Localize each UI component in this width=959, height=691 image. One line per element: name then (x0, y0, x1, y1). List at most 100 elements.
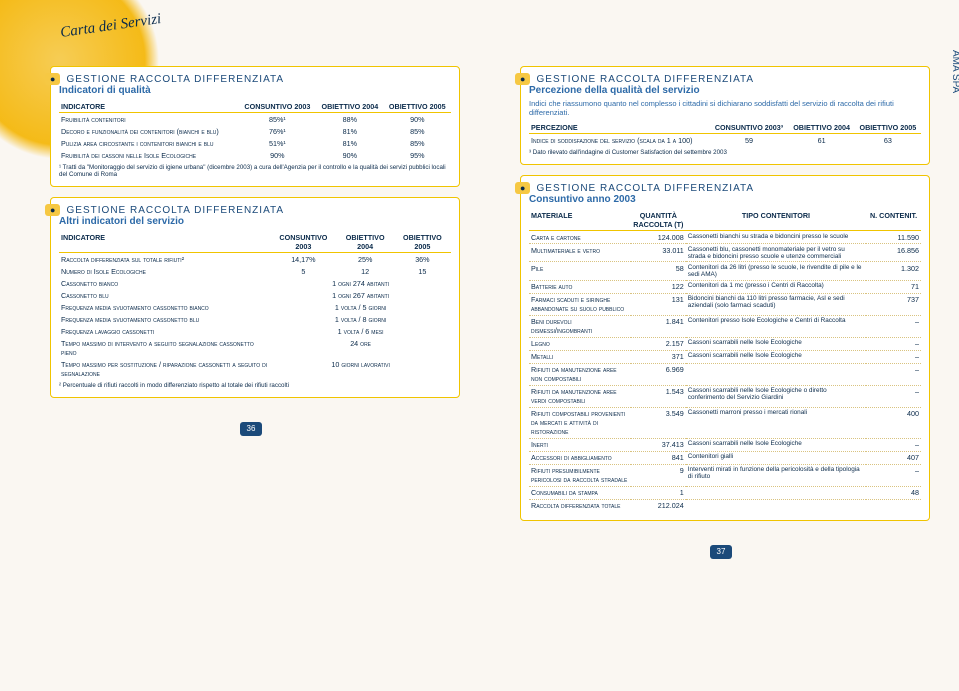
table-row: Decoro e funzionalità dei contenitori (b… (59, 125, 451, 137)
table-row: Beni durevoli dismessi/ingombranti1.841C… (529, 315, 921, 337)
table-indicatori-qualita: INDICATORE CONSUNTIVO 2003 OBIETTIVO 200… (59, 100, 451, 161)
cell: Decoro e funzionalità dei contenitori (b… (59, 125, 239, 137)
cell: Cassonetti marroni presso i mercati rion… (686, 407, 866, 438)
cell: Carta e cartone (529, 231, 631, 244)
col: N. CONTENIT. (866, 209, 921, 231)
cell: 81% (316, 125, 383, 137)
box1-footnote: ¹ Tratti da "Monitoraggio del servizio d… (59, 164, 451, 178)
cell: Consumabili da stampa (529, 486, 631, 499)
cell (686, 499, 866, 512)
table-row: Rifiuti presumibilmente pericolosi da ra… (529, 464, 921, 486)
cell: Contenitori presso Isole Ecologiche e Ce… (686, 315, 866, 337)
col: INDICATORE (59, 100, 239, 113)
table-row: Batterie auto122Contenitori da 1 mc (pre… (529, 280, 921, 293)
cell: Pile (529, 262, 631, 280)
cell: 1.543 (631, 385, 686, 407)
cell: 76%¹ (239, 125, 317, 137)
box-percezione: ● GESTIONE RACCOLTA DIFFERENZIATA Percez… (520, 66, 930, 165)
cell (866, 499, 921, 512)
col: OBIETTIVO 2004 (337, 231, 394, 253)
cell: Frequenza media svuotamento cassonetto b… (59, 313, 270, 325)
box2-footnote: ² Percentuale di rifiuti raccolti in mod… (59, 382, 451, 389)
cell: 12 (337, 265, 394, 277)
table-row: Tempo massimo per sostituzione / riparaz… (59, 358, 451, 379)
cell: 6.969 (631, 363, 686, 385)
table-row: Legno2.157Cassoni scarrabili nelle Isole… (529, 337, 921, 350)
table-row: Fruibilità dei cassoni nelle Isole Ecolo… (59, 149, 451, 161)
cell: – (866, 337, 921, 350)
cell: Contenitori da 26 litri (presso le scuol… (686, 262, 866, 280)
table-row: Consumabili da stampa148 (529, 486, 921, 499)
table-row: Rifiuti da manutenzione aree non compost… (529, 363, 921, 385)
cell: 407 (866, 451, 921, 464)
cell: 1.841 (631, 315, 686, 337)
page-right: ● GESTIONE RACCOLTA DIFFERENZIATA Percez… (510, 60, 940, 565)
table-consuntivo: MATERIALE QUANTITÀ RACCOLTA (T) TIPO CON… (529, 209, 921, 511)
cell: 51%¹ (239, 137, 317, 149)
cell: – (866, 464, 921, 486)
box3-subtitle: Percezione della qualità del servizio (529, 85, 921, 96)
cell: 1.302 (866, 262, 921, 280)
table-row: Pile58Contenitori da 26 litri (presso le… (529, 262, 921, 280)
box4-subtitle: Consuntivo anno 2003 (529, 194, 921, 205)
cell: 5 (270, 265, 336, 277)
cell: Fruibilità dei cassoni nelle Isole Ecolo… (59, 149, 239, 161)
col: CONSUNTIVO 2003³ (710, 121, 789, 134)
table-row: Multimateriale e vetro33.011Cassonetti b… (529, 244, 921, 262)
page-number-right: 37 (710, 545, 732, 559)
col: QUANTITÀ RACCOLTA (T) (631, 209, 686, 231)
badge-icon: ● (45, 73, 60, 85)
cell: 124.008 (631, 231, 686, 244)
table-row: Frequenza media svuotamento cassonetto b… (59, 301, 451, 313)
badge-icon: ● (45, 204, 60, 216)
section-title: GESTIONE RACCOLTA DIFFERENZIATA (67, 205, 285, 216)
box-indicatori-qualita: ● GESTIONE RACCOLTA DIFFERENZIATA Indica… (50, 66, 460, 187)
cell: 2.157 (631, 337, 686, 350)
cell: 48 (866, 486, 921, 499)
cell: Raccolta differenziata sul totale rifiut… (59, 253, 270, 266)
cell: 81% (316, 137, 383, 149)
cell: 1 volta / 6 mesi (270, 325, 451, 337)
cell: – (866, 315, 921, 337)
section-title: GESTIONE RACCOLTA DIFFERENZIATA (537, 74, 755, 85)
cell: Farmaci scaduti e siringhe abbandonate s… (529, 293, 631, 315)
cell: 371 (631, 350, 686, 363)
box-consuntivo-2003: ● GESTIONE RACCOLTA DIFFERENZIATA Consun… (520, 175, 930, 520)
cell: 122 (631, 280, 686, 293)
table-row: Carta e cartone124.008Cassonetti bianchi… (529, 231, 921, 244)
cell: 16.856 (866, 244, 921, 262)
cell: Cassoni scarrabili nelle Isole Ecologich… (686, 350, 866, 363)
badge-icon: ● (515, 73, 530, 85)
table-row: Cassonetto blu1 ogni 267 abitanti (59, 289, 451, 301)
col: TIPO CONTENITORI (686, 209, 866, 231)
cell: 33.011 (631, 244, 686, 262)
cell: Frequenza media svuotamento cassonetto b… (59, 301, 270, 313)
cell: Rifiuti da manutenzione aree verdi compo… (529, 385, 631, 407)
col: INDICATORE (59, 231, 270, 253)
cell: Pulizia area circostante i contenitori b… (59, 137, 239, 149)
cell: 25% (337, 253, 394, 266)
section-title: GESTIONE RACCOLTA DIFFERENZIATA (537, 183, 755, 194)
cell: 36% (394, 253, 451, 266)
cell: 71 (866, 280, 921, 293)
col: OBIETTIVO 2005 (384, 100, 451, 113)
table-row: Raccolta differenziata totale212.024 (529, 499, 921, 512)
badge-icon: ● (515, 182, 530, 194)
cell: 85% (384, 137, 451, 149)
cell: Cassonetti blu, cassonetti monomateriale… (686, 244, 866, 262)
cell: 24 ore (270, 337, 451, 358)
col: CONSUNTIVO 2003 (239, 100, 317, 113)
cell: 85%¹ (239, 113, 317, 126)
box2-subtitle: Altri indicatori del servizio (59, 216, 451, 227)
cell: Cassonetto bianco (59, 277, 270, 289)
cell (686, 486, 866, 499)
table-row: Raccolta differenziata sul totale rifiut… (59, 253, 451, 266)
box3-intro: Indici che riassumono quanto nel comples… (529, 100, 921, 117)
col: PERCEZIONE (529, 121, 710, 134)
cell: 90% (239, 149, 317, 161)
cell: 9 (631, 464, 686, 486)
col: OBIETTIVO 2005 (855, 121, 921, 134)
cell: 85% (384, 125, 451, 137)
table-row: Tempo massimo di intervento a seguito se… (59, 337, 451, 358)
cell: 15 (394, 265, 451, 277)
